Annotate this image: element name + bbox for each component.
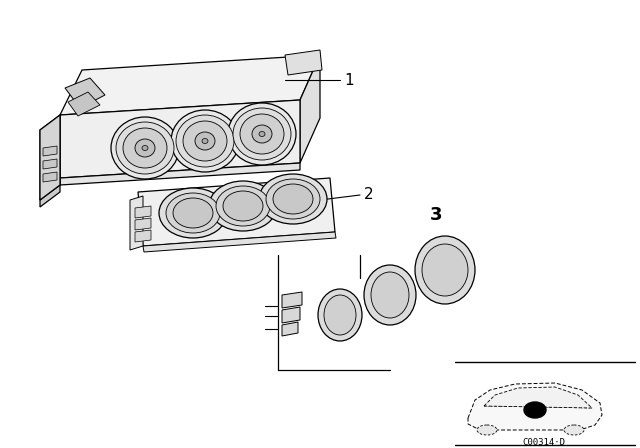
Polygon shape xyxy=(43,172,57,182)
Polygon shape xyxy=(135,230,151,242)
Ellipse shape xyxy=(116,122,174,174)
Polygon shape xyxy=(40,115,60,200)
Polygon shape xyxy=(300,55,320,163)
Polygon shape xyxy=(484,387,592,408)
Polygon shape xyxy=(68,92,100,116)
Polygon shape xyxy=(43,159,57,169)
Ellipse shape xyxy=(524,402,546,418)
Ellipse shape xyxy=(477,425,497,435)
Ellipse shape xyxy=(233,108,291,160)
Polygon shape xyxy=(40,115,60,200)
Polygon shape xyxy=(143,232,336,252)
Polygon shape xyxy=(40,185,60,207)
Ellipse shape xyxy=(266,179,320,219)
Ellipse shape xyxy=(228,103,296,165)
Ellipse shape xyxy=(259,132,265,137)
Polygon shape xyxy=(138,178,335,246)
Polygon shape xyxy=(135,218,151,230)
Ellipse shape xyxy=(259,174,327,224)
Ellipse shape xyxy=(123,128,167,168)
Polygon shape xyxy=(282,307,300,323)
Text: 2: 2 xyxy=(364,186,374,202)
Ellipse shape xyxy=(166,193,220,233)
Ellipse shape xyxy=(173,198,213,228)
Ellipse shape xyxy=(252,125,272,143)
Polygon shape xyxy=(60,163,300,185)
Polygon shape xyxy=(43,146,57,156)
Ellipse shape xyxy=(223,191,263,221)
Ellipse shape xyxy=(564,425,584,435)
Ellipse shape xyxy=(364,265,416,325)
Ellipse shape xyxy=(216,186,270,226)
Polygon shape xyxy=(135,206,151,218)
Ellipse shape xyxy=(135,139,155,157)
Ellipse shape xyxy=(171,110,239,172)
Ellipse shape xyxy=(371,272,409,318)
Polygon shape xyxy=(282,292,302,308)
Polygon shape xyxy=(282,322,298,336)
Ellipse shape xyxy=(202,138,208,143)
Ellipse shape xyxy=(415,236,475,304)
Text: 3: 3 xyxy=(430,206,442,224)
Ellipse shape xyxy=(159,188,227,238)
Polygon shape xyxy=(468,383,602,430)
Ellipse shape xyxy=(324,295,356,335)
Polygon shape xyxy=(65,78,105,108)
Polygon shape xyxy=(60,55,320,115)
Ellipse shape xyxy=(318,289,362,341)
Text: 1: 1 xyxy=(344,73,354,87)
Text: C00314·D: C00314·D xyxy=(522,438,566,447)
Ellipse shape xyxy=(176,115,234,167)
Ellipse shape xyxy=(142,146,148,151)
Polygon shape xyxy=(130,196,143,250)
Ellipse shape xyxy=(209,181,277,231)
Ellipse shape xyxy=(183,121,227,161)
Ellipse shape xyxy=(195,132,215,150)
Ellipse shape xyxy=(111,117,179,179)
Polygon shape xyxy=(60,100,300,178)
Ellipse shape xyxy=(240,114,284,154)
Ellipse shape xyxy=(422,244,468,296)
Ellipse shape xyxy=(273,184,313,214)
Polygon shape xyxy=(285,50,322,75)
